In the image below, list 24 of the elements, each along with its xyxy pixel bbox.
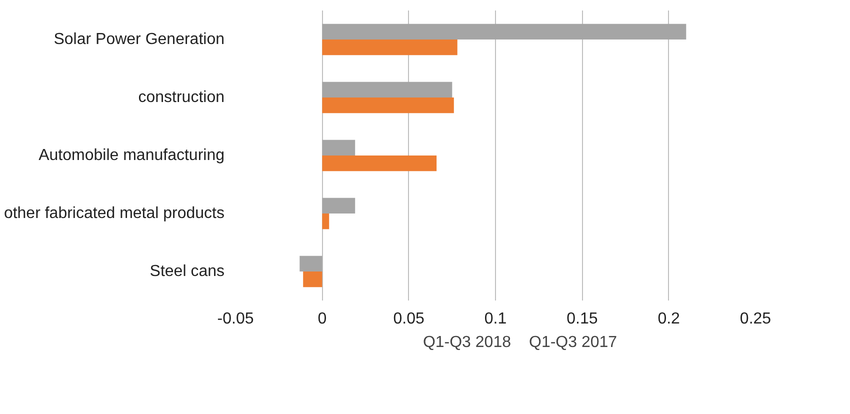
bar — [300, 256, 322, 272]
bar — [322, 140, 356, 156]
x-tick-label: 0.2 — [658, 310, 680, 328]
y-tick-label: construction — [138, 89, 224, 106]
y-tick-label: Steel cans — [150, 263, 225, 280]
bar — [322, 156, 437, 172]
x-tick-label: 0.05 — [393, 310, 425, 328]
bar — [322, 40, 458, 56]
y-tick-label: other fabricated metal products — [4, 205, 224, 222]
x-tick-label: 0 — [318, 310, 327, 328]
bar — [322, 82, 452, 98]
bar — [322, 214, 330, 230]
bar — [322, 98, 454, 114]
x-tick-label: 0.1 — [484, 310, 507, 328]
bar — [303, 272, 322, 288]
y-tick-label: Automobile manufacturing — [38, 147, 225, 164]
x-tick-label: 0.15 — [566, 310, 598, 328]
bar — [322, 198, 356, 214]
text: Q1-Q3 2017 — [529, 334, 618, 352]
y-tick-label: Solar Power Generation — [54, 31, 225, 48]
x-tick-label: 0.25 — [740, 310, 772, 328]
bar — [322, 24, 686, 40]
x-tick-label: -0.05 — [217, 310, 254, 328]
text: Q1-Q3 2018 — [422, 334, 511, 352]
